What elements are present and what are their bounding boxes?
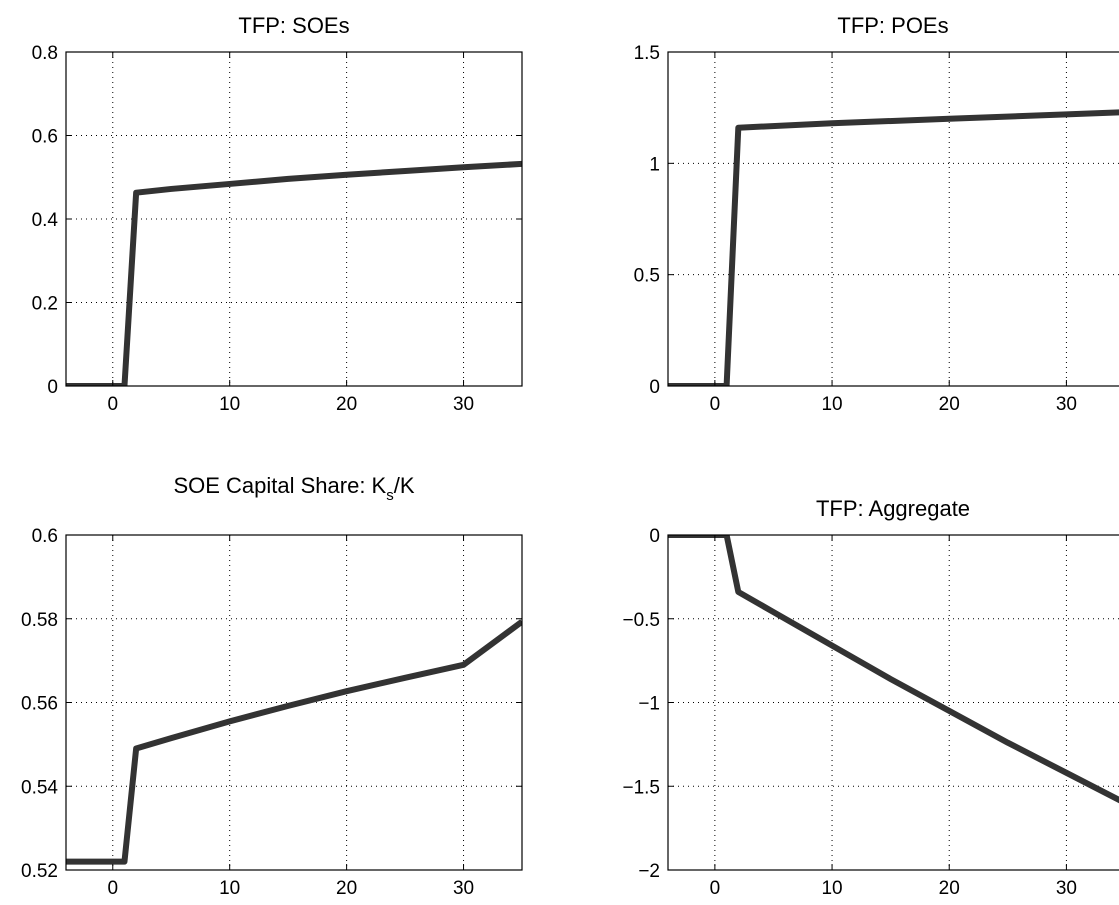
y-tick-label: 0 xyxy=(47,377,58,398)
y-tick-label: 0 xyxy=(649,377,660,398)
x-tick-label: 30 xyxy=(1056,878,1077,899)
axes-frame xyxy=(667,51,1119,387)
panel-soe-capital-share: SOE Capital Share: Ks/K 0 10 20 300.520.540… xyxy=(21,473,523,899)
series-line xyxy=(66,160,522,386)
y-tick-label: 1.5 xyxy=(634,43,660,64)
x-tick-label: 0 xyxy=(710,394,721,415)
chart-title: TFP: SOEs xyxy=(238,13,349,38)
x-tick-label: 10 xyxy=(219,394,240,415)
y-tick-label: 1 xyxy=(649,154,660,175)
y-tick-label: 0.54 xyxy=(21,777,58,798)
y-tick-label: 0.6 xyxy=(32,526,58,547)
x-tick-label: 20 xyxy=(939,394,960,415)
x-tick-label: 0 xyxy=(710,878,721,899)
chart-title: SOE Capital Share: Ks/K xyxy=(173,473,414,504)
x-tick-label: 10 xyxy=(821,394,842,415)
y-tick-label: 0.5 xyxy=(634,266,660,287)
y-tick-label: −0.5 xyxy=(622,610,660,631)
x-tick-label: 20 xyxy=(336,394,357,415)
panel-tfp-aggregate: TFP: Aggregate 0 10 20 30 −2 −1.5 −1 −0.5 0 xyxy=(622,496,1119,899)
plot-area: 0 10 20 30 0 0.2 0.4 0.6 0.8 xyxy=(32,43,523,415)
x-tick-label: 20 xyxy=(939,878,960,899)
panel-tfp-soes: TFP: SOEs 0 10 20 30 0 0.2 0.4 0.6 0.8 xyxy=(32,13,523,415)
x-tick-label: 30 xyxy=(453,394,474,415)
panel-tfp-poes: TFP: POEs 0 10 20 30 0 0.5 1 1.5 xyxy=(634,13,1119,415)
y-tick-label: 0 xyxy=(649,526,660,547)
y-tick-label: 0.4 xyxy=(32,210,59,231)
y-tick-label: 0.58 xyxy=(21,610,58,631)
y-tick-label: 0.6 xyxy=(32,127,58,148)
plot-area: 0 10 20 30 0.52 0.54 0.56 0.58 0.6 xyxy=(21,526,523,899)
y-tick-label: 0.56 xyxy=(21,694,58,715)
x-tick-label: 30 xyxy=(453,878,474,899)
y-tick-label: 0.52 xyxy=(21,861,58,882)
x-tick-label: 10 xyxy=(821,878,842,899)
y-tick-label: −1 xyxy=(638,694,660,715)
series-line xyxy=(668,535,1119,804)
series-line xyxy=(66,619,522,865)
y-tick-label: −2 xyxy=(638,861,660,882)
plot-area: 0 10 20 30 −2 −1.5 −1 −0.5 0 xyxy=(622,526,1119,899)
chart-title: TFP: Aggregate xyxy=(816,496,970,521)
x-tick-label: 0 xyxy=(107,878,118,899)
series-line xyxy=(668,109,1119,386)
x-tick-label: 10 xyxy=(219,878,240,899)
chart-title: TFP: POEs xyxy=(837,13,948,38)
y-tick-label: 0.8 xyxy=(32,43,58,64)
x-tick-label: 0 xyxy=(107,394,118,415)
x-tick-label: 20 xyxy=(336,878,357,899)
plot-area: 0 10 20 30 0 0.5 1 1.5 xyxy=(634,43,1119,415)
y-tick-label: −1.5 xyxy=(622,777,660,798)
y-tick-label: 0.2 xyxy=(32,294,58,315)
x-tick-label: 30 xyxy=(1056,394,1077,415)
